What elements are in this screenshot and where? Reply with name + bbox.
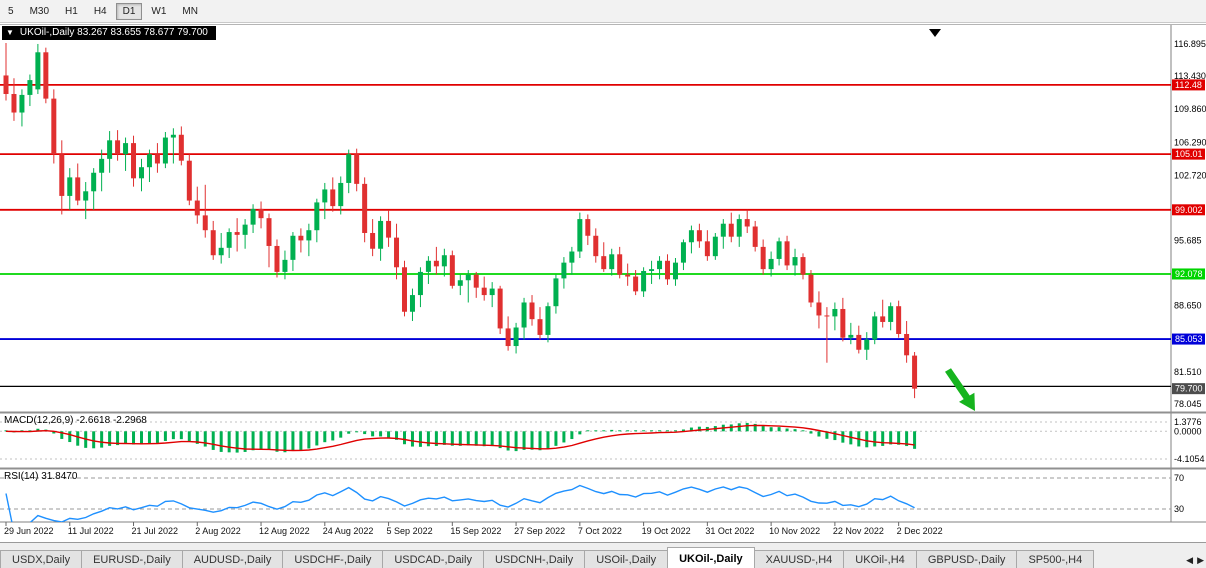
macd-indicator-label: MACD(12,26,9) -2.6618 -2.2968: [4, 415, 147, 426]
svg-text:2 Aug 2022: 2 Aug 2022: [195, 526, 241, 536]
down-arrow-annotation-icon[interactable]: [945, 368, 975, 411]
rsi-layer: [0, 477, 1171, 522]
chart-window: 116.895 113.430 109.860 106.290 102.720 95.68…: [0, 23, 1206, 542]
svg-text:21 Jul 2022: 21 Jul 2022: [132, 526, 179, 536]
svg-text:30: 30: [1174, 504, 1184, 514]
svg-text:109.860: 109.860: [1174, 104, 1206, 114]
instrument-tab[interactable]: GBPUSD-,Daily: [915, 550, 1018, 568]
macd-layer: [0, 421, 1171, 460]
chart-collapse-icon[interactable]: ▼: [6, 27, 14, 37]
price-chart-canvas[interactable]: 116.895 113.430 109.860 106.290 102.720 95.68…: [0, 23, 1206, 542]
rsi-indicator-label: RSI(14) 31.8470: [4, 471, 78, 482]
chart-tab-bar: USDX,Daily EURUSD-,Daily AUDUSD-,Daily USDC…: [0, 542, 1206, 568]
instrument-tab[interactable]: USDX,Daily: [0, 550, 83, 568]
svg-text:19 Oct 2022: 19 Oct 2022: [642, 526, 691, 536]
chart-title-text: UKOil-,Daily 83.267 83.655 78.677 79.700: [19, 27, 208, 38]
svg-text:22 Nov 2022: 22 Nov 2022: [833, 526, 884, 536]
svg-text:79.700: 79.700: [1175, 384, 1203, 394]
svg-text:102.720: 102.720: [1174, 170, 1206, 180]
timeframe-button-m30[interactable]: M30: [29, 5, 50, 17]
svg-text:112.48: 112.48: [1175, 80, 1202, 90]
chart-frame: [0, 24, 1206, 523]
svg-text:85.053: 85.053: [1175, 334, 1203, 344]
timeframe-button-w1[interactable]: W1: [151, 5, 167, 17]
svg-text:1.3776: 1.3776: [1174, 417, 1202, 427]
svg-text:7 Oct 2022: 7 Oct 2022: [578, 526, 622, 536]
periods-toolbar: 5 M30 H1 H4 D1 W1 MN: [0, 0, 1206, 23]
svg-text:95.685: 95.685: [1174, 236, 1202, 246]
svg-text:70: 70: [1174, 473, 1184, 483]
svg-text:88.650: 88.650: [1174, 301, 1202, 311]
svg-text:2 Dec 2022: 2 Dec 2022: [897, 526, 943, 536]
tabs-scroll-right-icon[interactable]: ▶: [1197, 555, 1204, 565]
svg-text:31 Oct 2022: 31 Oct 2022: [705, 526, 754, 536]
chart-title-bar: ▼ UKOil-,Daily 83.267 83.655 78.677 79.7…: [2, 26, 216, 40]
instrument-tab[interactable]: AUDUSD-,Daily: [181, 550, 284, 568]
instrument-tab[interactable]: USDCNH-,Daily: [482, 550, 586, 568]
svg-text:10 Nov 2022: 10 Nov 2022: [769, 526, 820, 536]
price-axis[interactable]: 116.895 113.430 109.860 106.290 102.720 95.68…: [1172, 39, 1206, 514]
candlesticks-layer: [3, 43, 918, 399]
svg-text:78.045: 78.045: [1174, 399, 1202, 409]
svg-text:116.895: 116.895: [1174, 39, 1206, 49]
timeframe-button-mn[interactable]: MN: [182, 5, 198, 17]
tab-scroll-arrows: ◀ ▶: [1186, 555, 1204, 566]
chart-shift-marker-icon[interactable]: [929, 29, 941, 37]
timeframe-button-5[interactable]: 5: [8, 5, 14, 17]
svg-text:24 Aug 2022: 24 Aug 2022: [323, 526, 374, 536]
instrument-tab[interactable]: SP500-,H4: [1016, 550, 1095, 568]
instrument-tab[interactable]: UKOil-,H4: [843, 550, 917, 568]
svg-text:92.078: 92.078: [1175, 269, 1203, 279]
timeframe-button-h4[interactable]: H4: [93, 5, 107, 17]
date-axis[interactable]: 29 Jun 2022 11 Jul 2022 21 Jul 2022 2 Aug 2…: [4, 522, 943, 536]
instrument-tab[interactable]: XAUUSD-,H4: [753, 550, 845, 568]
instrument-tab[interactable]: USDCHF-,Daily: [282, 550, 384, 568]
timeframe-button-h1[interactable]: H1: [65, 5, 78, 17]
svg-text:12 Aug 2022: 12 Aug 2022: [259, 526, 310, 536]
svg-text:5 Sep 2022: 5 Sep 2022: [387, 526, 433, 536]
svg-text:29 Jun 2022: 29 Jun 2022: [4, 526, 54, 536]
tabs-scroll-left-icon[interactable]: ◀: [1186, 555, 1194, 565]
svg-text:-4.1054: -4.1054: [1174, 454, 1205, 464]
svg-text:81.510: 81.510: [1174, 367, 1202, 377]
svg-text:106.290: 106.290: [1174, 137, 1206, 147]
svg-text:99.002: 99.002: [1175, 205, 1203, 215]
timeframe-button-d1[interactable]: D1: [115, 2, 143, 20]
svg-text:11 Jul 2022: 11 Jul 2022: [68, 526, 114, 536]
svg-text:105.01: 105.01: [1175, 149, 1203, 159]
instrument-tab[interactable]: UKOil-,Daily: [667, 547, 755, 568]
svg-text:27 Sep 2022: 27 Sep 2022: [514, 526, 565, 536]
instrument-tab[interactable]: EURUSD-,Daily: [81, 550, 183, 568]
svg-text:113.430: 113.430: [1174, 71, 1206, 81]
instrument-tab[interactable]: USOil-,Daily: [584, 550, 669, 568]
price-level-lines[interactable]: [0, 84, 1171, 387]
svg-text:0.0000: 0.0000: [1174, 426, 1202, 436]
svg-text:15 Sep 2022: 15 Sep 2022: [450, 526, 501, 536]
instrument-tab[interactable]: USDCAD-,Daily: [382, 550, 484, 568]
